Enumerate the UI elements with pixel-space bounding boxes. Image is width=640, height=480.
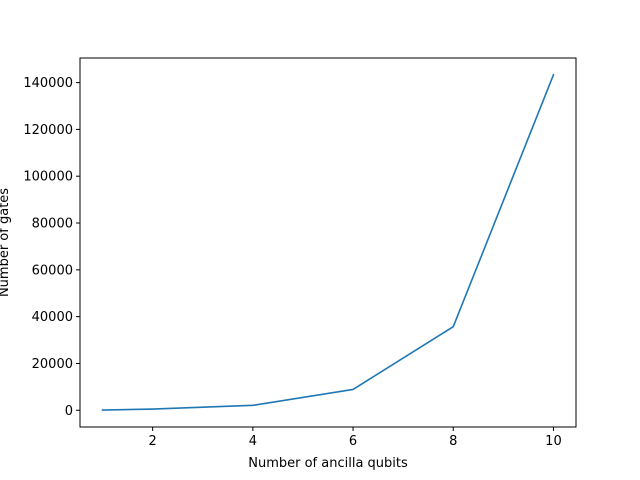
y-tick-label: 60000 [32, 263, 73, 278]
y-axis-ticks: 0 20000 40000 60000 80000 100000 120000 140000 [23, 76, 80, 419]
y-tick-label: 120000 [23, 123, 73, 138]
y-axis-label: Number of gates [0, 188, 12, 297]
y-tick-label: 140000 [23, 76, 73, 91]
x-tick-label: 4 [249, 434, 257, 449]
y-tick-label: 0 [65, 404, 73, 419]
y-tick-label: 20000 [32, 357, 73, 372]
y-tick-label: 40000 [32, 310, 73, 325]
series-line [101, 73, 555, 411]
x-tick-label: 8 [449, 434, 457, 449]
series-layer [101, 73, 555, 411]
axes-frame [79, 57, 577, 428]
x-axis-label: Number of ancilla qubits [248, 456, 408, 471]
x-tick-label: 10 [545, 434, 562, 449]
x-tick-label: 6 [349, 434, 357, 449]
x-tick-label: 2 [149, 434, 157, 449]
x-axis-ticks: 2 4 6 8 10 [149, 427, 562, 449]
y-tick-label: 80000 [32, 217, 73, 232]
y-tick-label: 100000 [23, 170, 73, 185]
